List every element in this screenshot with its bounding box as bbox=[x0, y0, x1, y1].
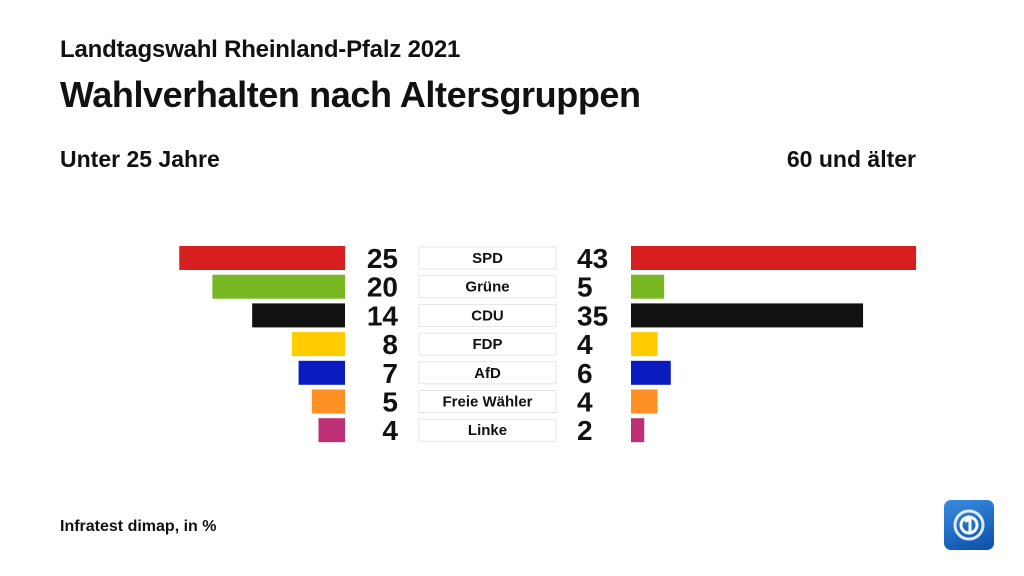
bar-left-1 bbox=[212, 274, 345, 299]
value-left: 5 bbox=[382, 387, 398, 418]
chart-subtitle: Landtagswahl Rheinland-Pfalz 2021 bbox=[60, 36, 461, 63]
bar-left-3 bbox=[291, 332, 345, 357]
category-box-3 bbox=[418, 332, 557, 356]
value-right: 6 bbox=[577, 358, 593, 389]
category-box-6 bbox=[418, 418, 557, 442]
bar-left-4 bbox=[298, 360, 345, 385]
category-box-5 bbox=[418, 390, 557, 413]
bar-right-4 bbox=[631, 360, 671, 385]
bar-left-2 bbox=[252, 303, 345, 328]
value-left: 4 bbox=[382, 415, 398, 446]
value-right: 5 bbox=[577, 272, 593, 303]
value-right: 43 bbox=[577, 243, 608, 274]
category-label: SPD bbox=[472, 250, 503, 267]
chart-title: Wahlverhalten nach Altersgruppen bbox=[60, 74, 641, 115]
category-box-2 bbox=[418, 303, 557, 327]
bar-right-5 bbox=[631, 389, 658, 414]
category-label: Freie Wähler bbox=[442, 394, 532, 411]
left-group-label: Unter 25 Jahre bbox=[60, 146, 220, 172]
category-box-1 bbox=[418, 275, 557, 299]
value-right: 35 bbox=[577, 300, 608, 331]
value-right: 4 bbox=[577, 387, 593, 418]
category-label: Grüne bbox=[465, 279, 509, 296]
value-left: 14 bbox=[367, 300, 399, 331]
bar-left-0 bbox=[179, 246, 345, 270]
source-note: Infratest dimap, in % bbox=[60, 518, 217, 535]
value-left: 8 bbox=[382, 329, 398, 360]
bar-right-6 bbox=[631, 418, 645, 443]
ard-tagesschau-logo-icon bbox=[944, 500, 994, 550]
value-left: 20 bbox=[367, 272, 398, 303]
bar-right-0 bbox=[631, 246, 917, 270]
bar-left-5 bbox=[311, 389, 345, 414]
category-box-4 bbox=[418, 361, 557, 385]
category-label: FDP bbox=[473, 336, 503, 353]
bar-right-1 bbox=[631, 274, 665, 299]
category-box-0 bbox=[418, 246, 557, 270]
value-left: 25 bbox=[367, 243, 398, 274]
bar-left-6 bbox=[318, 418, 345, 443]
category-label: AfD bbox=[474, 365, 501, 382]
bar-right-2 bbox=[631, 303, 864, 328]
category-label: CDU bbox=[471, 307, 504, 324]
category-label: Linke bbox=[468, 422, 507, 439]
value-right: 4 bbox=[577, 329, 593, 360]
value-right: 2 bbox=[577, 415, 593, 446]
value-left: 7 bbox=[382, 358, 398, 389]
right-group-label: 60 und älter bbox=[786, 146, 916, 172]
bar-right-3 bbox=[631, 332, 658, 357]
